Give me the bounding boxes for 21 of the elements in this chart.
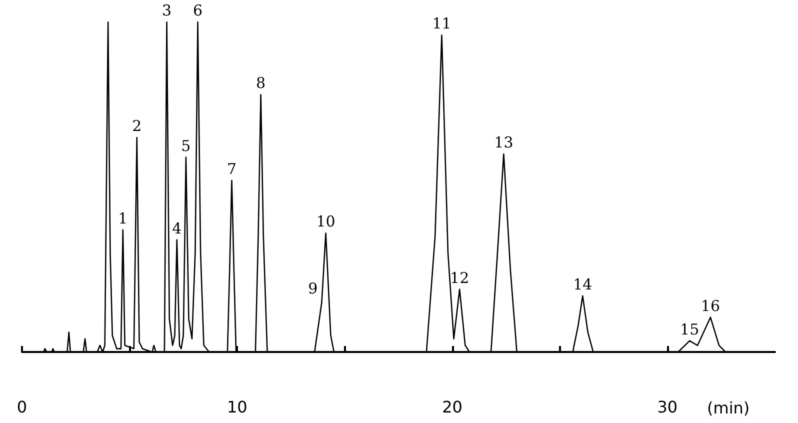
annotation: 14 [573, 275, 592, 294]
annotation: 1 [118, 209, 128, 228]
x-tick-label: 30 [657, 398, 678, 416]
x-tick-label: 10 [226, 398, 248, 416]
annotation: 7 [226, 160, 237, 178]
annotation: 13 [494, 134, 514, 152]
annotation: 10 [316, 212, 336, 231]
annotation: 15 [680, 320, 700, 338]
annotation: 2 [132, 117, 142, 135]
annotation: 12 [450, 268, 470, 287]
annotation: 4 [172, 219, 182, 238]
x-tick-label: 0 [16, 398, 28, 416]
x-axis-title: (min) [707, 398, 750, 418]
annotation: 6 [193, 2, 203, 20]
annotation: 16 [700, 296, 720, 315]
x-tick-label: 20 [442, 398, 462, 416]
annotation: 5 [181, 136, 191, 155]
annotation: 8 [256, 74, 266, 92]
annotation: 9 [308, 280, 318, 298]
annotation: 3 [162, 2, 172, 20]
annotation: 11 [432, 14, 452, 33]
